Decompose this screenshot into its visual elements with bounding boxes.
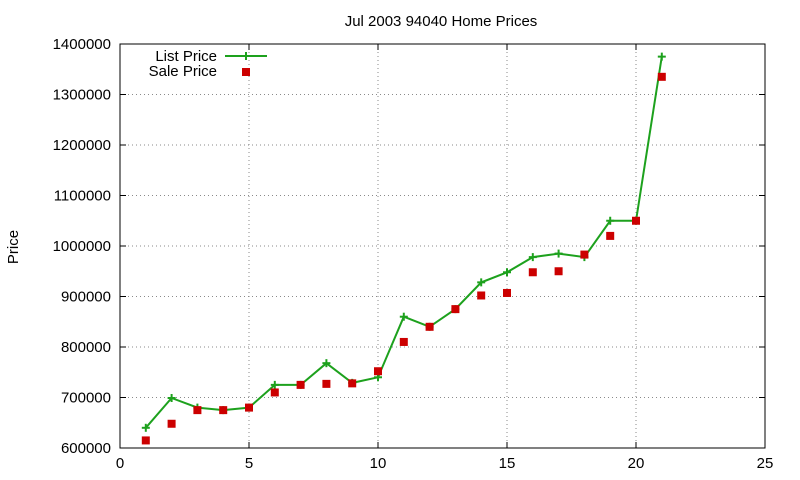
series-group [141, 52, 666, 445]
y-tick-label: 1300000 [53, 87, 111, 104]
list-price-point [606, 216, 615, 225]
list-price-point [657, 52, 666, 61]
list-price-point [554, 249, 563, 258]
x-tick-label: 10 [370, 455, 387, 472]
legend: List Price Sale Price [149, 48, 267, 80]
sale-price-point [348, 379, 357, 388]
legend-sample-sale-price-marker [242, 68, 250, 76]
sale-price-point [554, 267, 563, 276]
list-price-point [528, 253, 537, 262]
x-tick-label: 20 [628, 455, 645, 472]
chart-title: Jul 2003 94040 Home Prices [345, 13, 538, 30]
legend-label-list-price: List Price [155, 48, 217, 65]
sale-price-point [374, 367, 382, 376]
x-tick-label: 0 [116, 455, 124, 472]
list-price-point [503, 268, 511, 277]
legend-label-sale-price: Sale Price [149, 63, 217, 80]
sale-price-point [632, 216, 640, 225]
y-tick-label: 1100000 [54, 188, 111, 205]
y-axis-label: Price [5, 230, 22, 264]
list-price-point [322, 359, 331, 368]
x-tick-label: 5 [245, 455, 253, 472]
y-tick-label: 800000 [61, 339, 111, 356]
list-price-line [145, 56, 663, 429]
sale-price-point [219, 406, 228, 415]
y-tick-label: 1400000 [53, 36, 111, 53]
y-tick-label: 600000 [61, 440, 111, 457]
list-price-point [167, 394, 176, 403]
sale-price-point [425, 322, 434, 331]
grid [120, 44, 765, 448]
sale-price-point [167, 419, 176, 428]
sale-price-point [580, 250, 589, 259]
sale-price-point [657, 72, 666, 81]
sale-price-point [270, 388, 279, 397]
sale-price-point [399, 337, 408, 346]
list-price-point [477, 278, 486, 287]
sale-price-point [451, 305, 460, 314]
sale-price-point [296, 380, 305, 389]
x-tick-label: 25 [757, 455, 774, 472]
sale-price-point [606, 231, 615, 240]
list-price-point [141, 423, 150, 432]
sale-price-point [322, 379, 331, 388]
sale-price-point [528, 268, 537, 277]
sale-price-point [477, 291, 486, 300]
list-price-point [270, 380, 279, 389]
y-tick-label: 1200000 [53, 137, 111, 154]
plot-frame [119, 43, 766, 449]
list-price-point [399, 312, 408, 321]
y-tick-label: 1000000 [53, 238, 111, 255]
sale-price-point [193, 406, 202, 415]
y-tick-label: 700000 [61, 390, 111, 407]
sale-price-point [503, 288, 511, 297]
y-tick-label: 900000 [61, 289, 111, 306]
axis-ticks: 0 5 10 15 20 25 600000 700000 800000 900000 100000… [53, 36, 774, 472]
sale-price-point [141, 436, 150, 445]
sale-price-point [245, 403, 253, 412]
x-tick-label: 15 [499, 455, 516, 472]
